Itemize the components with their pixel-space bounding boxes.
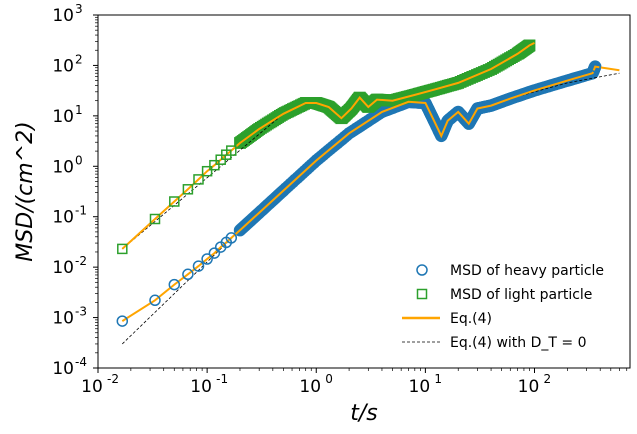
x-axis-title: t/s (350, 401, 378, 426)
legend-label: MSD of light particle (450, 287, 592, 303)
x-tick-exponent: 1 (434, 372, 442, 386)
y-tick-label: 10 (52, 107, 74, 127)
light-marker (209, 159, 220, 171)
x-tick-label: 10 (81, 377, 103, 397)
heavy-marker (168, 278, 181, 291)
heavy-marker (182, 268, 194, 281)
y-tick-label: 10 (52, 208, 74, 228)
y-tick-exponent: 3 (75, 2, 83, 16)
x-tick-exponent: 0 (325, 372, 333, 386)
heavy-marker (589, 60, 601, 73)
light-marker (169, 196, 180, 207)
legend-label: MSD of heavy particle (450, 263, 604, 279)
x-tick-exponent: -2 (107, 372, 119, 386)
heavy-marker (225, 232, 238, 244)
light-trail-marker (523, 39, 536, 52)
y-tick-label: 10 (52, 258, 74, 278)
legend-label: Eq.(4) (450, 311, 492, 327)
legend-light-marker (416, 288, 428, 300)
legend-heavy-marker (416, 264, 428, 276)
heavy-marker (116, 315, 129, 327)
eq4-fit-light (121, 42, 535, 250)
light-marker (226, 145, 237, 156)
heavy-marker (149, 294, 161, 307)
light-marker (193, 174, 204, 185)
y-tick-label: 10 (52, 309, 74, 329)
x-tick-exponent: 2 (544, 372, 552, 386)
light-marker (182, 184, 194, 195)
plot-area (116, 39, 620, 345)
heavy-marker (192, 260, 205, 272)
eq4-fit-heavy (121, 65, 620, 322)
y-tick-exponent: 0 (75, 153, 83, 167)
light-marker (117, 243, 128, 255)
x-tick-label: 10 (190, 377, 212, 397)
y-tick-exponent: -3 (75, 305, 87, 319)
y-tick-exponent: -2 (75, 254, 87, 268)
heavy-marker (201, 253, 213, 265)
y-tick-label: 10 (52, 6, 74, 26)
y-tick-exponent: 2 (75, 52, 83, 66)
plot-frame (97, 14, 631, 369)
y-tick-exponent: -1 (75, 204, 87, 218)
x-tick-label: 10 (518, 377, 540, 397)
y-axis-title: MSD/(cm^2) (13, 121, 38, 261)
x-tick-exponent: -1 (216, 372, 228, 386)
light-marker (149, 213, 161, 225)
y-tick-exponent: 1 (75, 103, 83, 117)
x-tick-label: 10 (299, 377, 321, 397)
y-tick-label: 10 (52, 359, 74, 379)
y-tick-exponent: -4 (75, 355, 87, 369)
y-tick-label: 10 (52, 157, 74, 177)
x-tick-label: 10 (409, 377, 431, 397)
y-tick-label: 10 (52, 56, 74, 76)
heavy-marker (208, 247, 221, 259)
light-marker (201, 165, 213, 177)
legend-label: Eq.(4) with D_T = 0 (450, 335, 587, 351)
